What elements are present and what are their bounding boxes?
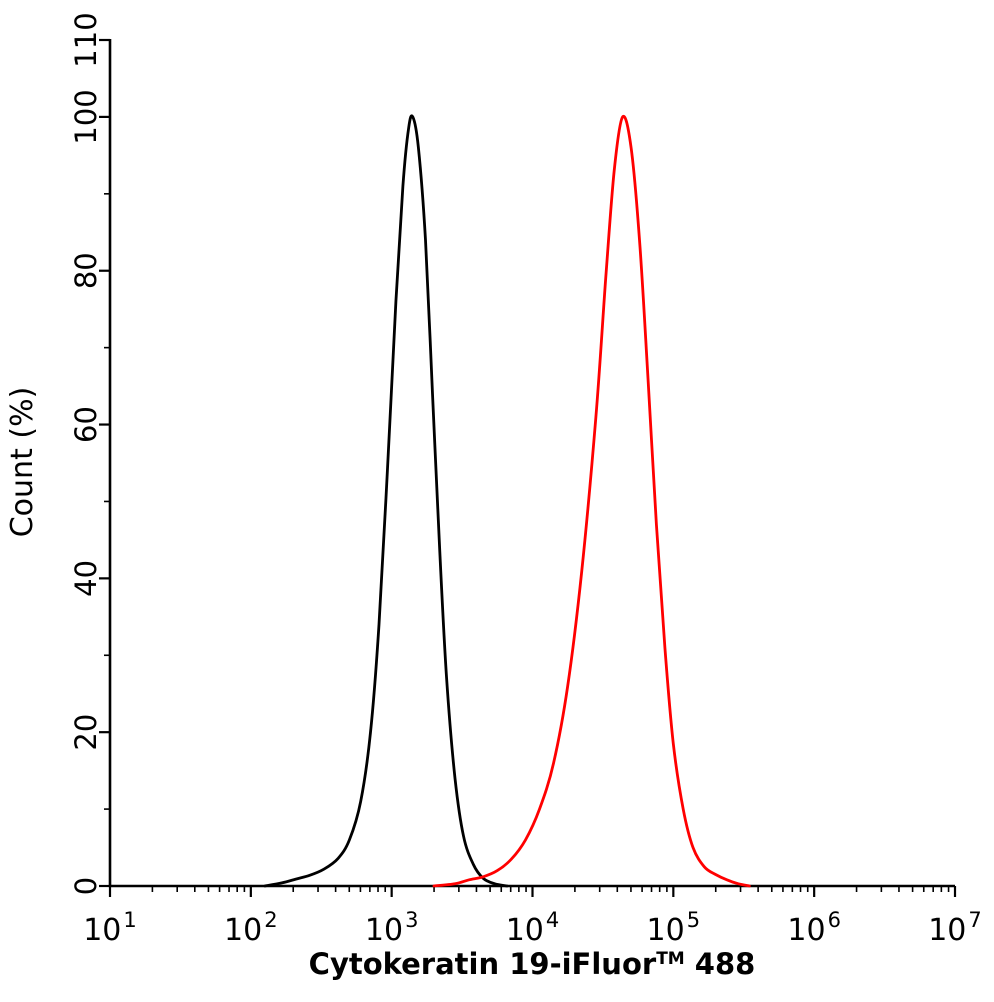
y-tick-label: 20 xyxy=(69,714,103,751)
y-tick-label: 110 xyxy=(69,12,103,67)
x-tick-label: 107 xyxy=(928,908,982,948)
x-tick-label: 102 xyxy=(224,908,278,948)
y-tick-label: 100 xyxy=(69,89,103,144)
y-tick-label: 40 xyxy=(69,560,103,597)
x-tick-label: 104 xyxy=(506,908,560,948)
x-tick-label: 105 xyxy=(647,908,701,948)
x-tick-label: 101 xyxy=(83,908,137,948)
x-axis-title: Cytokeratin 19-iFluorTM 488 xyxy=(309,947,756,981)
x-tick-label: 106 xyxy=(787,908,841,948)
trademark-superscript: TM xyxy=(656,949,685,969)
x-axis-title-suffix: 488 xyxy=(685,947,756,981)
y-tick-label: 80 xyxy=(69,252,103,289)
black-curve-negative-control xyxy=(263,114,509,888)
x-tick-label: 103 xyxy=(365,908,419,948)
x-axis-title-main: Cytokeratin 19-iFluor xyxy=(309,947,657,981)
y-tick-label: 0 xyxy=(69,877,103,895)
red-curve-cytokeratin-19 xyxy=(432,114,751,888)
y-axis-title: Count (%) xyxy=(5,387,40,538)
y-tick-label: 60 xyxy=(69,406,103,443)
